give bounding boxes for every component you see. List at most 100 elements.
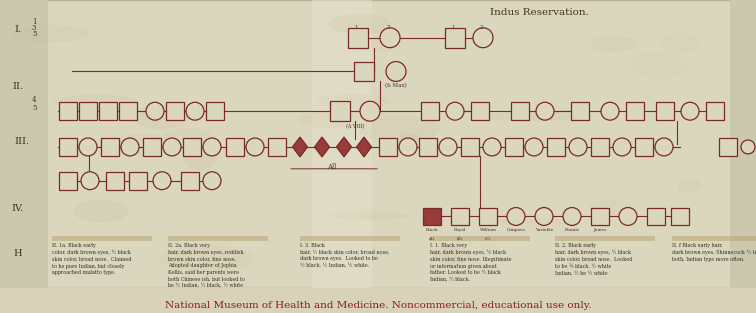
Bar (183, 138, 201, 156)
Bar (730, 0, 756, 288)
Bar (647, 208, 665, 225)
Text: (b Max): (b Max) (385, 83, 407, 89)
Bar (445, 28, 465, 48)
Circle shape (146, 102, 164, 120)
Text: IV.: IV. (12, 204, 24, 213)
Circle shape (380, 28, 400, 48)
Bar (571, 102, 589, 120)
Circle shape (619, 208, 637, 225)
Text: II. 1a. Black early
color, dark brown eyes, ½ black
skin color, broad nose.  Cla: II. 1a. Black early color, dark brown ey… (52, 243, 132, 275)
Ellipse shape (480, 214, 530, 221)
Polygon shape (314, 137, 330, 157)
Bar (547, 138, 565, 156)
Text: (A VIII): (A VIII) (346, 124, 364, 129)
Bar (656, 102, 674, 120)
Circle shape (186, 102, 204, 120)
Circle shape (203, 172, 221, 190)
Circle shape (163, 138, 181, 156)
Circle shape (535, 208, 553, 225)
Ellipse shape (99, 134, 179, 156)
Bar (52, 236, 152, 241)
Text: 5: 5 (32, 104, 36, 112)
Ellipse shape (352, 39, 399, 52)
Circle shape (203, 138, 221, 156)
Ellipse shape (73, 200, 129, 223)
Circle shape (507, 208, 525, 225)
Bar (479, 208, 497, 225)
Bar (706, 102, 724, 120)
Bar (119, 102, 137, 120)
Bar (354, 62, 374, 81)
Bar (59, 172, 77, 190)
Circle shape (446, 102, 464, 120)
Text: 1: 1 (32, 18, 36, 26)
Text: 2: 2 (387, 25, 391, 30)
Bar (555, 236, 655, 241)
Ellipse shape (330, 211, 407, 220)
Ellipse shape (13, 25, 89, 43)
Text: 5: 5 (32, 30, 36, 38)
Text: 2: 2 (480, 25, 484, 30)
Bar (505, 138, 523, 156)
Text: 1: 1 (354, 25, 358, 30)
Ellipse shape (678, 180, 702, 192)
Text: II. f Black early hair,
dark brown eyes, Shinnecock ½ Indian
both, Indian type m: II. f Black early hair, dark brown eyes,… (672, 243, 756, 262)
Circle shape (81, 172, 99, 190)
Circle shape (473, 28, 493, 48)
Ellipse shape (184, 146, 217, 171)
Text: All: All (327, 163, 336, 171)
Circle shape (246, 138, 264, 156)
Ellipse shape (497, 219, 578, 224)
Circle shape (386, 62, 406, 81)
Bar (379, 138, 397, 156)
Circle shape (681, 102, 699, 120)
Text: Black: Black (426, 228, 438, 232)
Text: James: James (593, 228, 607, 232)
Bar (591, 138, 609, 156)
Ellipse shape (298, 111, 368, 129)
Text: (A): (A) (429, 236, 435, 240)
Text: H: H (14, 249, 23, 258)
Polygon shape (293, 137, 308, 157)
Circle shape (563, 208, 581, 225)
Bar (181, 172, 199, 190)
Bar (166, 102, 184, 120)
Bar (79, 102, 97, 120)
Bar (129, 172, 147, 190)
Circle shape (741, 140, 755, 154)
Text: II. 2a. Black very
hair, dark brown eyes, reddish
brown skin color, fine nose.
A: II. 2a. Black very hair, dark brown eyes… (168, 243, 245, 288)
Circle shape (79, 138, 97, 156)
Bar (0, 0, 48, 288)
Polygon shape (357, 137, 371, 157)
Ellipse shape (54, 94, 139, 110)
Circle shape (439, 138, 457, 156)
Bar (59, 102, 77, 120)
Polygon shape (336, 137, 352, 157)
Text: William: William (479, 228, 497, 232)
Circle shape (483, 138, 501, 156)
Bar (226, 138, 244, 156)
Text: I. 1. Black very
hair, dark brown eyes, ½ black
skin color, fine nose. Illegitim: I. 1. Black very hair, dark brown eyes, … (430, 243, 512, 282)
Bar (430, 236, 530, 241)
Text: National Museum of Health and Medicine. Noncommercial, educational use only.: National Museum of Health and Medicine. … (165, 301, 591, 310)
Ellipse shape (133, 105, 189, 129)
Bar (330, 101, 350, 121)
Bar (106, 172, 124, 190)
Bar (421, 102, 439, 120)
Text: 1: 1 (451, 25, 454, 30)
Bar (59, 138, 77, 156)
Ellipse shape (163, 128, 212, 145)
Text: III.: III. (14, 137, 29, 146)
Bar (471, 102, 489, 120)
Bar (348, 28, 368, 48)
Text: (C): (C) (485, 236, 491, 240)
Text: II. 2. Black early
hair, dark brown eyes, ½ black
skin color, broad nose.  Looke: II. 2. Black early hair, dark brown eyes… (555, 243, 632, 275)
Text: I.: I. (14, 25, 22, 34)
Ellipse shape (329, 14, 392, 34)
Bar (143, 138, 161, 156)
Bar (635, 138, 653, 156)
Text: Variable: Variable (534, 228, 553, 232)
Circle shape (569, 138, 587, 156)
Bar (423, 208, 441, 225)
Ellipse shape (433, 246, 472, 264)
